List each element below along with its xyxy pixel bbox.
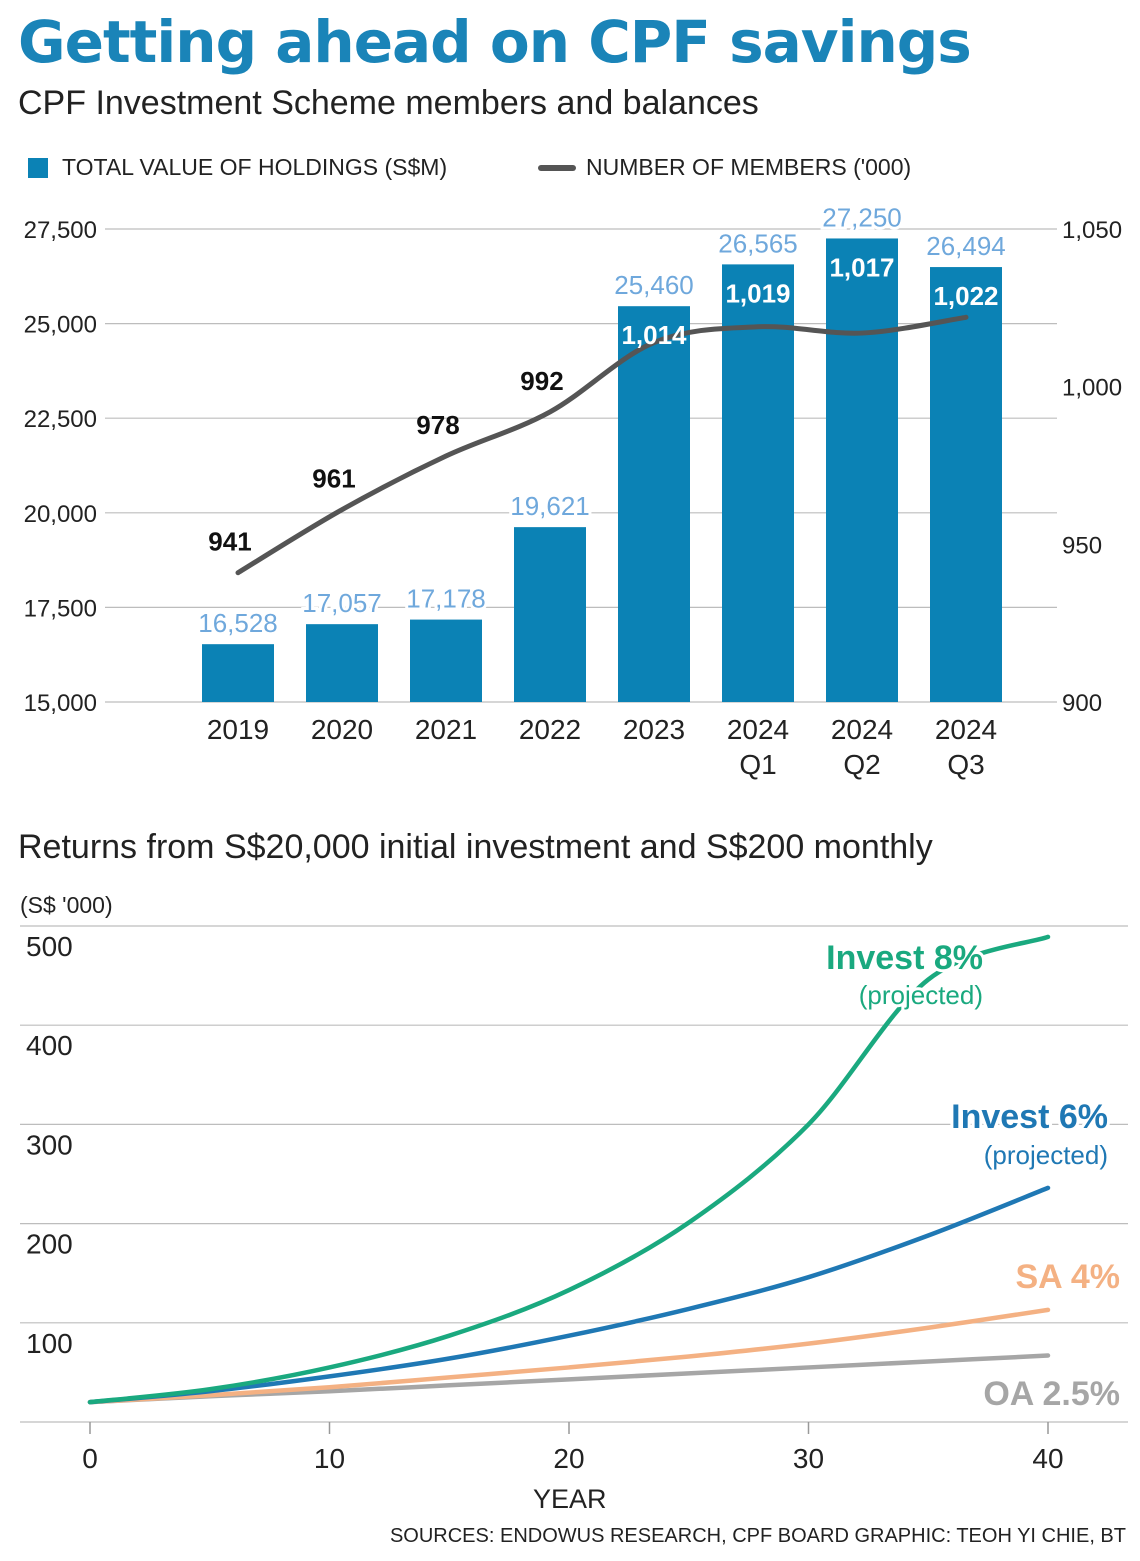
x-tick-label: 0 <box>82 1443 98 1474</box>
category-label: Q3 <box>947 749 984 780</box>
left-tick-label: 20,000 <box>24 501 97 528</box>
category-label: 2024 <box>831 714 893 745</box>
y-tick-label: 200 <box>26 1229 73 1260</box>
right-tick-label: 1,050 <box>1062 217 1122 244</box>
bar <box>306 624 378 702</box>
member-value-label: 1,017 <box>829 252 894 282</box>
bar-value-label: 26,565 <box>718 228 798 258</box>
y-tick-label: 500 <box>26 931 73 962</box>
left-tick-label: 25,000 <box>24 312 97 339</box>
series-name-label: OA 2.5% <box>983 1375 1120 1413</box>
member-value-label: 1,022 <box>933 281 998 311</box>
series-name-label: Invest 6% <box>951 1098 1108 1136</box>
category-label: 2019 <box>207 714 269 745</box>
series-line <box>87 1307 1051 1405</box>
bar-value-label: 17,057 <box>302 588 382 618</box>
bar-value-label: 25,460 <box>614 270 694 300</box>
member-value-label: 978 <box>416 410 459 440</box>
bar-value-label: 26,494 <box>926 231 1006 261</box>
member-value-label: 1,014 <box>621 320 687 350</box>
category-label: 2024 <box>727 714 789 745</box>
category-label: Q2 <box>843 749 880 780</box>
bar-value-label: 27,250 <box>822 202 902 232</box>
legend-line-label: NUMBER OF MEMBERS ('000) <box>586 154 912 180</box>
bar-value-label: 17,178 <box>406 584 486 614</box>
legend-holdings: TOTAL VALUE OF HOLDINGS (S$M) <box>28 154 447 181</box>
category-label: 2024 <box>935 714 997 745</box>
sources-credit: SOURCES: ENDOWUS RESEARCH, CPF BOARD GRA… <box>389 1525 1126 1547</box>
category-label: Q1 <box>739 749 776 780</box>
bar <box>618 306 690 702</box>
member-value-label: 992 <box>520 366 563 396</box>
legend-members: NUMBER OF MEMBERS ('000) <box>538 154 911 181</box>
series-line <box>87 1185 1051 1405</box>
legend-bar-swatch <box>28 157 48 178</box>
x-tick-label: 30 <box>793 1443 824 1474</box>
series-note-label: (projected) <box>984 1140 1108 1170</box>
legend-bar-label: TOTAL VALUE OF HOLDINGS (S$M) <box>62 154 448 180</box>
series-name-label: SA 4% <box>1015 1258 1120 1296</box>
member-value-label: 961 <box>312 464 355 494</box>
x-tick-label: 40 <box>1032 1443 1063 1474</box>
series-line <box>87 934 1051 1405</box>
chart-title: Getting ahead on CPF savings <box>18 8 972 76</box>
left-tick-label: 17,500 <box>24 595 97 622</box>
right-tick-label: 1,000 <box>1062 375 1122 402</box>
returns-unit-label: (S$ '000) <box>20 892 113 918</box>
bar <box>826 238 898 702</box>
category-label: 2020 <box>311 714 373 745</box>
bar <box>930 267 1002 702</box>
bar-value-label: 19,621 <box>510 491 590 521</box>
returns-chart-title: Returns from S$20,000 initial investment… <box>18 828 933 866</box>
left-tick-label: 15,000 <box>24 690 97 717</box>
bar <box>410 619 482 702</box>
y-tick-label: 300 <box>26 1129 73 1160</box>
members-holdings-chart: 15,000 17,500 20,000 22,500 25,000 27,500 900 9… <box>23 202 1123 780</box>
left-tick-label: 27,500 <box>24 217 97 244</box>
bar <box>202 644 274 702</box>
category-label: 2023 <box>623 714 685 745</box>
x-tick-label: 10 <box>314 1443 345 1474</box>
right-tick-label: 950 <box>1062 532 1102 559</box>
right-tick-label: 900 <box>1062 690 1102 717</box>
members-line <box>235 314 969 576</box>
member-value-label: 941 <box>208 527 251 557</box>
x-tick-label: 20 <box>553 1443 584 1474</box>
bar-value-label: 16,528 <box>198 608 278 638</box>
bar <box>722 264 794 702</box>
series-name-label: Invest 8% <box>826 939 983 977</box>
legend-line-swatch <box>538 164 576 171</box>
category-label: 2021 <box>415 714 477 745</box>
series-note-label: (projected) <box>859 980 983 1010</box>
bar <box>514 527 586 702</box>
left-tick-label: 22,500 <box>24 406 97 433</box>
y-tick-label: 400 <box>26 1030 73 1061</box>
x-axis-title: YEAR <box>533 1484 607 1514</box>
category-label: 2022 <box>519 714 581 745</box>
chart-subtitle: CPF Investment Scheme members and balanc… <box>18 84 759 122</box>
y-tick-label: 100 <box>26 1328 73 1359</box>
member-value-label: 1,019 <box>725 278 790 308</box>
